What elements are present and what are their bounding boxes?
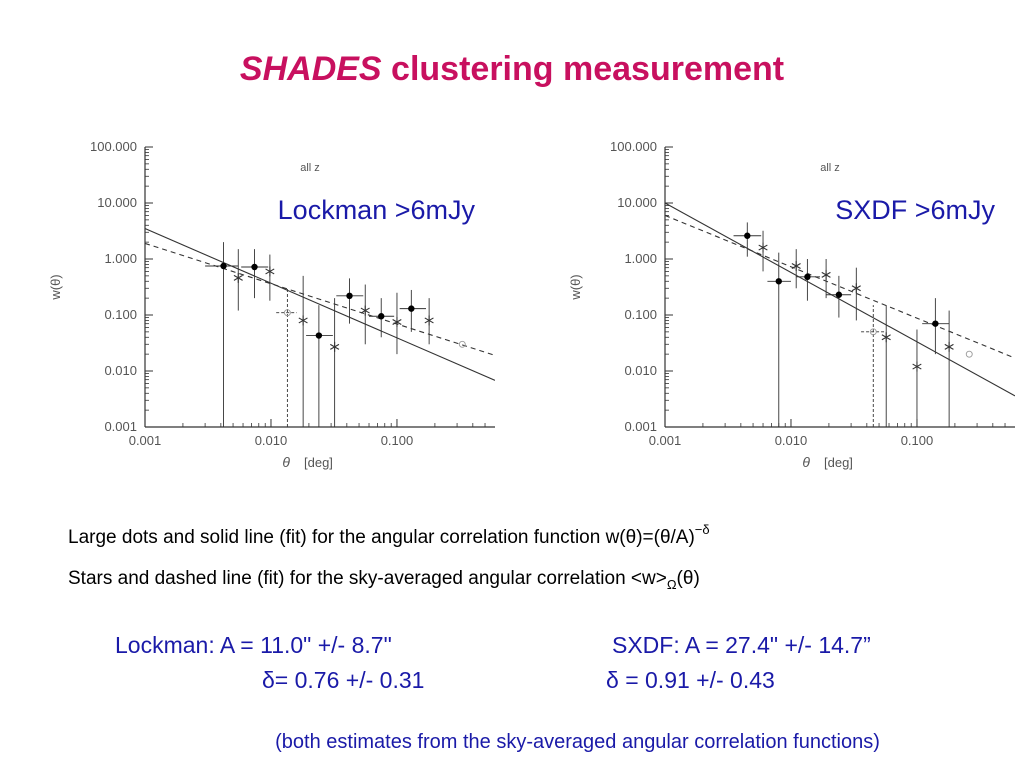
star-stroke	[392, 319, 402, 325]
solid-fit-line	[145, 228, 495, 381]
dot-marker	[932, 320, 939, 327]
inner-label: all z	[820, 162, 840, 174]
dashed-fit-line	[665, 214, 1015, 359]
star-marker	[330, 341, 340, 352]
caption1-superscript: −δ	[694, 522, 710, 537]
y-tick-label: 10.000	[617, 195, 657, 210]
plot-area	[145, 228, 495, 427]
star-stroke	[330, 343, 340, 350]
dot-marker	[315, 332, 323, 339]
star-marker	[821, 269, 831, 280]
plot-area	[665, 202, 1015, 427]
x-axis-unit: [deg]	[304, 455, 333, 470]
caption-correlation-function: Large dots and solid line (fit) for the …	[68, 522, 710, 549]
star-stroke	[233, 274, 243, 281]
dot-marker	[346, 292, 353, 300]
dot-marker	[251, 263, 258, 271]
star-stroke	[821, 271, 831, 278]
y-tick-label: 0.001	[104, 419, 137, 434]
star-marker	[944, 341, 954, 352]
star-stroke	[881, 334, 891, 341]
x-tick-label: 0.010	[775, 433, 808, 448]
lockman-amplitude: Lockman: A = 11.0" +/- 8.7"	[115, 632, 392, 658]
y-tick-label: 0.010	[104, 363, 137, 378]
star-stroke	[791, 263, 801, 269]
caption1-text: Large dots and solid line (fit) for the …	[68, 527, 695, 548]
star-marker	[298, 315, 308, 326]
y-tick-label: 0.100	[104, 307, 137, 322]
y-tick-label: 1.000	[624, 251, 657, 266]
star-marker	[265, 266, 275, 277]
y-tick-label: 0.001	[624, 419, 657, 434]
y-tick-label: 0.010	[624, 363, 657, 378]
dot-marker	[408, 305, 415, 312]
dot-marker	[378, 313, 385, 320]
star-stroke	[912, 363, 922, 370]
caption2-subscript: Ω	[666, 577, 677, 592]
dot-marker	[775, 278, 782, 285]
star-stroke	[298, 317, 308, 324]
slide-title: SHADES clustering measurement	[0, 50, 1024, 89]
star-marker	[758, 242, 768, 253]
panel-label: SXDF >6mJy	[835, 195, 995, 225]
x-axis-label: θ	[802, 454, 810, 470]
y-tick-label: 10.000	[97, 195, 137, 210]
star-marker	[881, 332, 891, 343]
star-stroke	[265, 268, 275, 275]
x-tick-label: 0.001	[649, 433, 682, 448]
dot-marker	[835, 291, 843, 298]
y-tick-label: 100.000	[90, 139, 137, 154]
x-tick-label: 0.100	[381, 433, 414, 448]
footnote: (both estimates from the sky-averaged an…	[275, 731, 880, 753]
solid-fit-line	[665, 202, 1015, 397]
title-italic: SHADES	[239, 50, 382, 88]
star-stroke	[424, 317, 434, 324]
x-tick-label: 0.100	[901, 433, 934, 448]
open-circle-marker	[965, 350, 973, 358]
y-axis-label: w(θ)	[48, 274, 63, 300]
star-marker	[233, 272, 243, 283]
y-axis-label: w(θ)	[568, 274, 583, 300]
dashed-fit-line	[145, 242, 495, 356]
dot-marker	[220, 262, 227, 270]
caption2-text: Stars and dashed line (fit) for the sky-…	[68, 568, 667, 589]
star-marker	[360, 305, 370, 316]
open-circle-marker	[283, 309, 291, 317]
inner-label: all z	[300, 162, 320, 174]
y-tick-label: 0.100	[624, 307, 657, 322]
star-stroke	[360, 307, 370, 314]
star-stroke	[758, 244, 768, 251]
star-marker	[424, 315, 434, 326]
panel-label: Lockman >6mJy	[278, 195, 476, 225]
caption-sky-averaged: Stars and dashed line (fit) for the sky-…	[68, 568, 700, 592]
x-axis-label: θ	[282, 454, 290, 470]
title-rest: clustering measurement	[381, 50, 785, 88]
dot-marker	[744, 232, 751, 239]
dot-marker	[804, 273, 811, 281]
star-marker	[791, 260, 801, 271]
star-stroke	[944, 343, 954, 350]
open-circle-marker	[458, 340, 466, 348]
x-axis-unit: [deg]	[824, 455, 853, 470]
caption2-end: (θ)	[676, 568, 700, 589]
y-tick-label: 1.000	[104, 251, 137, 266]
star-marker	[912, 361, 922, 372]
open-circle-marker	[869, 328, 877, 336]
star-marker	[392, 316, 402, 327]
x-tick-label: 0.010	[255, 433, 288, 448]
y-tick-label: 100.000	[610, 139, 657, 154]
x-tick-label: 0.001	[129, 433, 162, 448]
star-stroke	[851, 285, 861, 292]
lockman-delta: δ= 0.76 +/- 0.31	[262, 667, 425, 693]
star-marker	[851, 283, 861, 294]
sxdf-amplitude: SXDF: A = 27.4" +/- 14.7”	[612, 632, 871, 658]
sxdf-delta: δ = 0.91 +/- 0.43	[606, 667, 775, 693]
